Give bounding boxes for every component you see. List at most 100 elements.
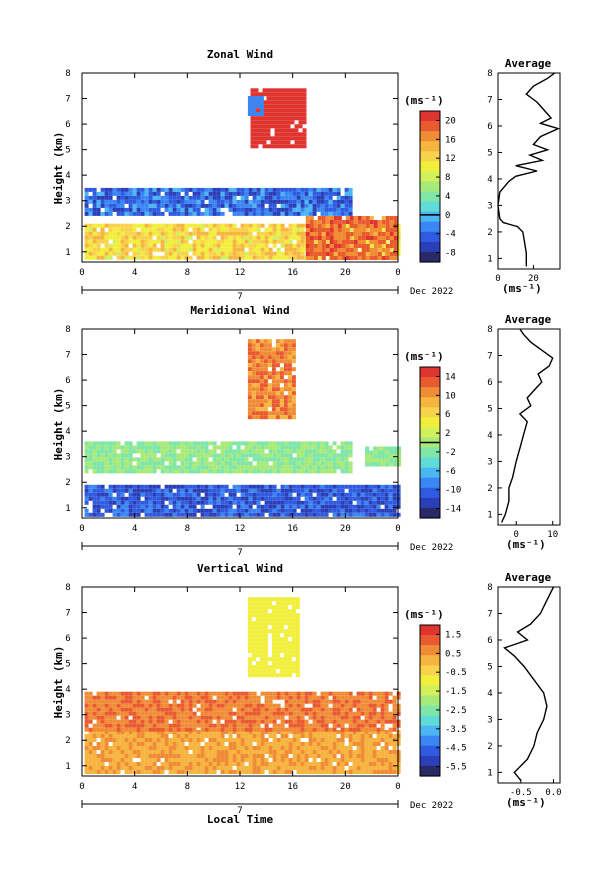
- heatmap-cell: [388, 488, 393, 493]
- heatmap-cell: [128, 195, 133, 200]
- heatmap-cell: [204, 703, 209, 708]
- heatmap-cell: [296, 235, 301, 240]
- heatmap-cell: [108, 699, 113, 704]
- colorbar-swatch: [420, 427, 440, 439]
- heatmap-cell: [381, 236, 386, 240]
- heatmap-cell: [255, 339, 260, 344]
- heatmap-cell: [388, 730, 393, 734]
- heatmap-cell: [364, 707, 369, 712]
- heatmap-cell: [280, 449, 285, 454]
- heatmap-cell: [329, 244, 334, 248]
- heatmap-cell: [168, 207, 173, 212]
- heatmap-cell: [236, 203, 241, 208]
- heatmap-cell: [172, 235, 177, 240]
- heatmap-cell: [188, 500, 193, 505]
- heatmap-cell: [224, 695, 229, 700]
- average-x-tick-label: 0: [495, 274, 500, 284]
- heatmap-cell: [128, 504, 133, 509]
- heatmap-cell: [200, 746, 205, 750]
- heatmap-cell: [168, 461, 173, 466]
- heatmap-cell: [254, 108, 259, 113]
- heatmap-cell: [392, 762, 397, 766]
- heatmap-cell: [250, 132, 255, 137]
- heatmap-cell: [160, 512, 165, 517]
- heatmap-cell: [112, 691, 117, 696]
- heatmap-cell: [336, 484, 341, 489]
- heatmap-cell: [267, 343, 272, 348]
- heatmap-cell: [372, 703, 377, 708]
- colorbar-tick-label: -8: [445, 249, 456, 259]
- heatmap-cell: [212, 770, 217, 774]
- heatmap-cell: [136, 191, 141, 196]
- heatmap-cell: [264, 488, 269, 493]
- heatmap-cell: [308, 727, 313, 732]
- heatmap-cell: [291, 359, 296, 364]
- heatmap-cell: [291, 391, 296, 396]
- heatmap-cell: [267, 339, 272, 344]
- heatmap-cell: [274, 140, 279, 145]
- x-tick-label: 0: [395, 782, 400, 792]
- heatmap-cell: [84, 255, 89, 260]
- heatmap-cell: [112, 766, 117, 770]
- heatmap-cell: [92, 191, 97, 196]
- heatmap-cell: [128, 255, 133, 260]
- heatmap-cell: [328, 715, 333, 720]
- heatmap-cell: [108, 449, 113, 454]
- heatmap-cell: [248, 750, 253, 754]
- heatmap-cell: [116, 730, 121, 734]
- heatmap-cell: [271, 621, 276, 626]
- heatmap-cell: [393, 228, 398, 232]
- heatmap-cell: [108, 227, 113, 232]
- heatmap-cell: [88, 754, 93, 758]
- meridional-date-label: Dec 2022: [410, 543, 453, 553]
- heatmap-cell: [152, 730, 157, 734]
- heatmap-cell: [380, 695, 385, 700]
- heatmap-cell: [288, 211, 293, 216]
- heatmap-cell: [294, 96, 299, 101]
- heatmap-cell: [259, 379, 264, 384]
- heatmap-cell: [296, 461, 301, 466]
- heatmap-cell: [224, 504, 229, 509]
- heatmap-cell: [392, 770, 397, 774]
- heatmap-cell: [291, 407, 296, 412]
- heatmap-cell: [200, 512, 205, 517]
- colorbar-swatch: [420, 131, 440, 142]
- heatmap-cell: [172, 730, 177, 734]
- heatmap-cell: [251, 108, 256, 112]
- heatmap-cell: [247, 411, 252, 416]
- heatmap-cell: [389, 232, 394, 236]
- heatmap-cell: [348, 445, 353, 450]
- heatmap-cell: [352, 766, 357, 770]
- heatmap-cell: [248, 512, 253, 517]
- average-y-tick-label: 3: [487, 201, 492, 211]
- heatmap-cell: [294, 104, 299, 109]
- heatmap-cell: [120, 239, 125, 244]
- heatmap-cell: [283, 617, 288, 622]
- heatmap-cell: [120, 727, 125, 732]
- colorbar-tick-label: -10: [445, 486, 461, 496]
- heatmap-cell: [368, 695, 373, 700]
- heatmap-cell: [384, 770, 389, 774]
- heatmap-cell: [112, 754, 117, 758]
- heatmap-cell: [348, 500, 353, 505]
- heatmap-cell: [212, 727, 217, 732]
- heatmap-cell: [160, 492, 165, 497]
- heatmap-cell: [104, 738, 109, 742]
- heatmap-cell: [132, 203, 137, 208]
- heatmap-cell: [324, 699, 329, 704]
- heatmap-cell: [283, 669, 288, 674]
- heatmap-cell: [120, 734, 125, 738]
- heatmap-cell: [357, 220, 362, 224]
- heatmap-cell: [192, 754, 197, 758]
- heatmap-cell: [280, 243, 285, 248]
- heatmap-cell: [278, 124, 283, 129]
- heatmap-cell: [336, 207, 341, 212]
- heatmap-cell: [308, 770, 313, 774]
- heatmap-cell: [244, 707, 249, 712]
- heatmap-cell: [196, 758, 201, 762]
- heatmap-cell: [276, 195, 281, 200]
- heatmap-cell: [304, 187, 309, 192]
- heatmap-cell: [252, 211, 257, 216]
- heatmap-cell: [324, 746, 329, 750]
